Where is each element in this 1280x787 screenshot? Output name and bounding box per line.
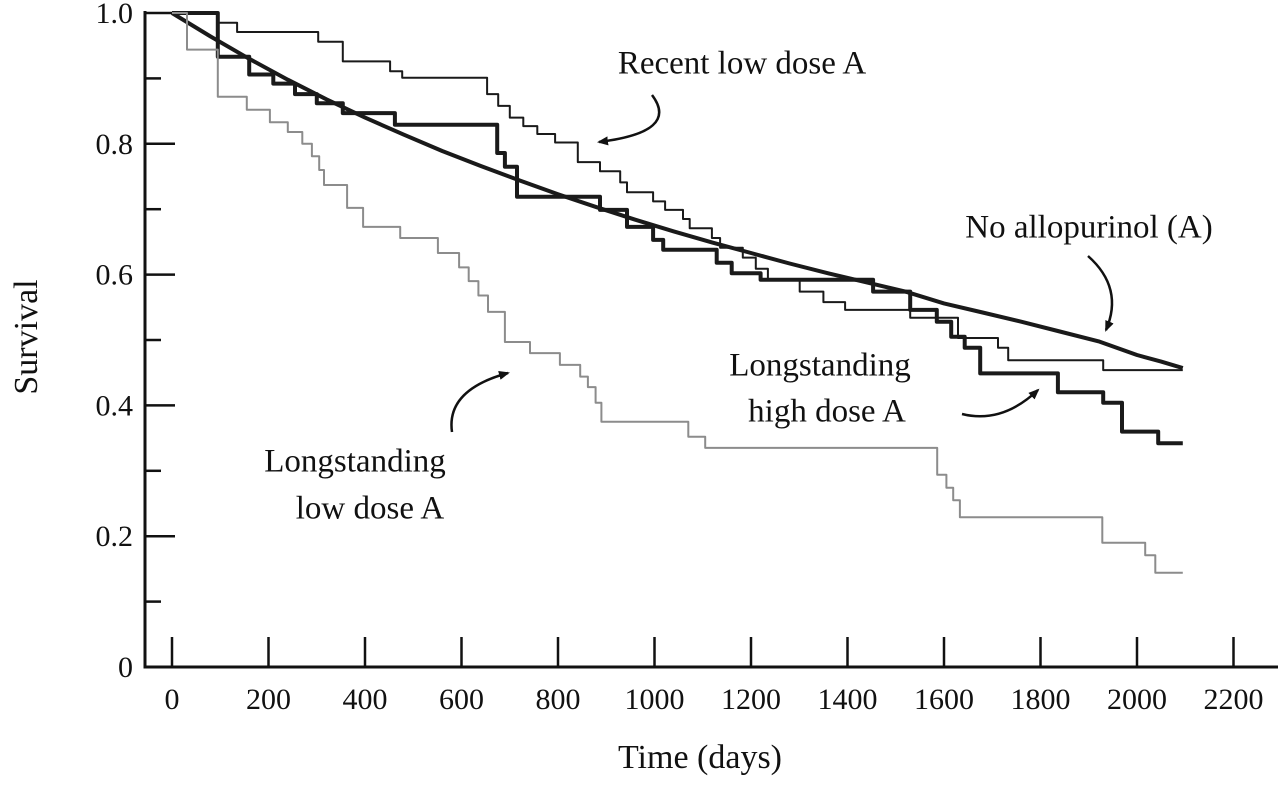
x-tick-label: 600 — [439, 683, 484, 716]
annotation-label: high dose A — [748, 393, 906, 430]
annotation-label: No allopurinol (A) — [965, 209, 1213, 246]
annotation-label: Recent low dose A — [617, 45, 867, 82]
x-tick-label: 1600 — [914, 683, 974, 716]
x-tick-label: 400 — [343, 683, 388, 716]
x-tick-label: 200 — [246, 683, 291, 716]
x-tick-label: 1200 — [721, 683, 781, 716]
y-tick-label: 0.4 — [96, 389, 134, 422]
y-tick-label: 0 — [118, 651, 133, 684]
y-tick-label: 1.0 — [96, 0, 134, 30]
y-axis-title: Survival — [8, 279, 45, 395]
y-tick-label: 0.8 — [96, 128, 134, 161]
y-tick-label: 0.6 — [96, 259, 134, 292]
annotation-label: low dose A — [295, 490, 445, 527]
x-axis-title: Time (days) — [617, 739, 783, 776]
x-tick-label: 2200 — [1204, 683, 1264, 716]
curve-longstanding-high-dose-a — [172, 11, 1183, 446]
curve-recent-low-dose-a — [172, 12, 1183, 372]
annotation-arrow — [597, 94, 661, 146]
survival-curves — [170, 11, 1184, 574]
curve-no-allopurinol-a- — [170, 11, 1184, 371]
annotation-arrow — [450, 371, 510, 433]
annotation-label: Longstanding — [729, 347, 911, 384]
annotation-arrow — [961, 388, 1040, 418]
annotation-label: Longstanding — [264, 443, 446, 480]
curve-longstanding-low-dose-a — [172, 12, 1183, 574]
x-tick-label: 2000 — [1107, 683, 1167, 716]
x-tick-label: 1400 — [818, 683, 878, 716]
x-tick-label: 0 — [165, 683, 180, 716]
axes: 0 200 400 600 800 1000 1200 1400 1600 1800 2000 220… — [96, 0, 1278, 716]
y-tick-label: 0.2 — [96, 520, 134, 553]
x-tick-label: 800 — [536, 683, 581, 716]
annotation-arrow — [1087, 255, 1114, 332]
annotation-arrows — [450, 94, 1114, 433]
x-tick-label: 1000 — [625, 683, 685, 716]
x-tick-label: 1800 — [1011, 683, 1071, 716]
